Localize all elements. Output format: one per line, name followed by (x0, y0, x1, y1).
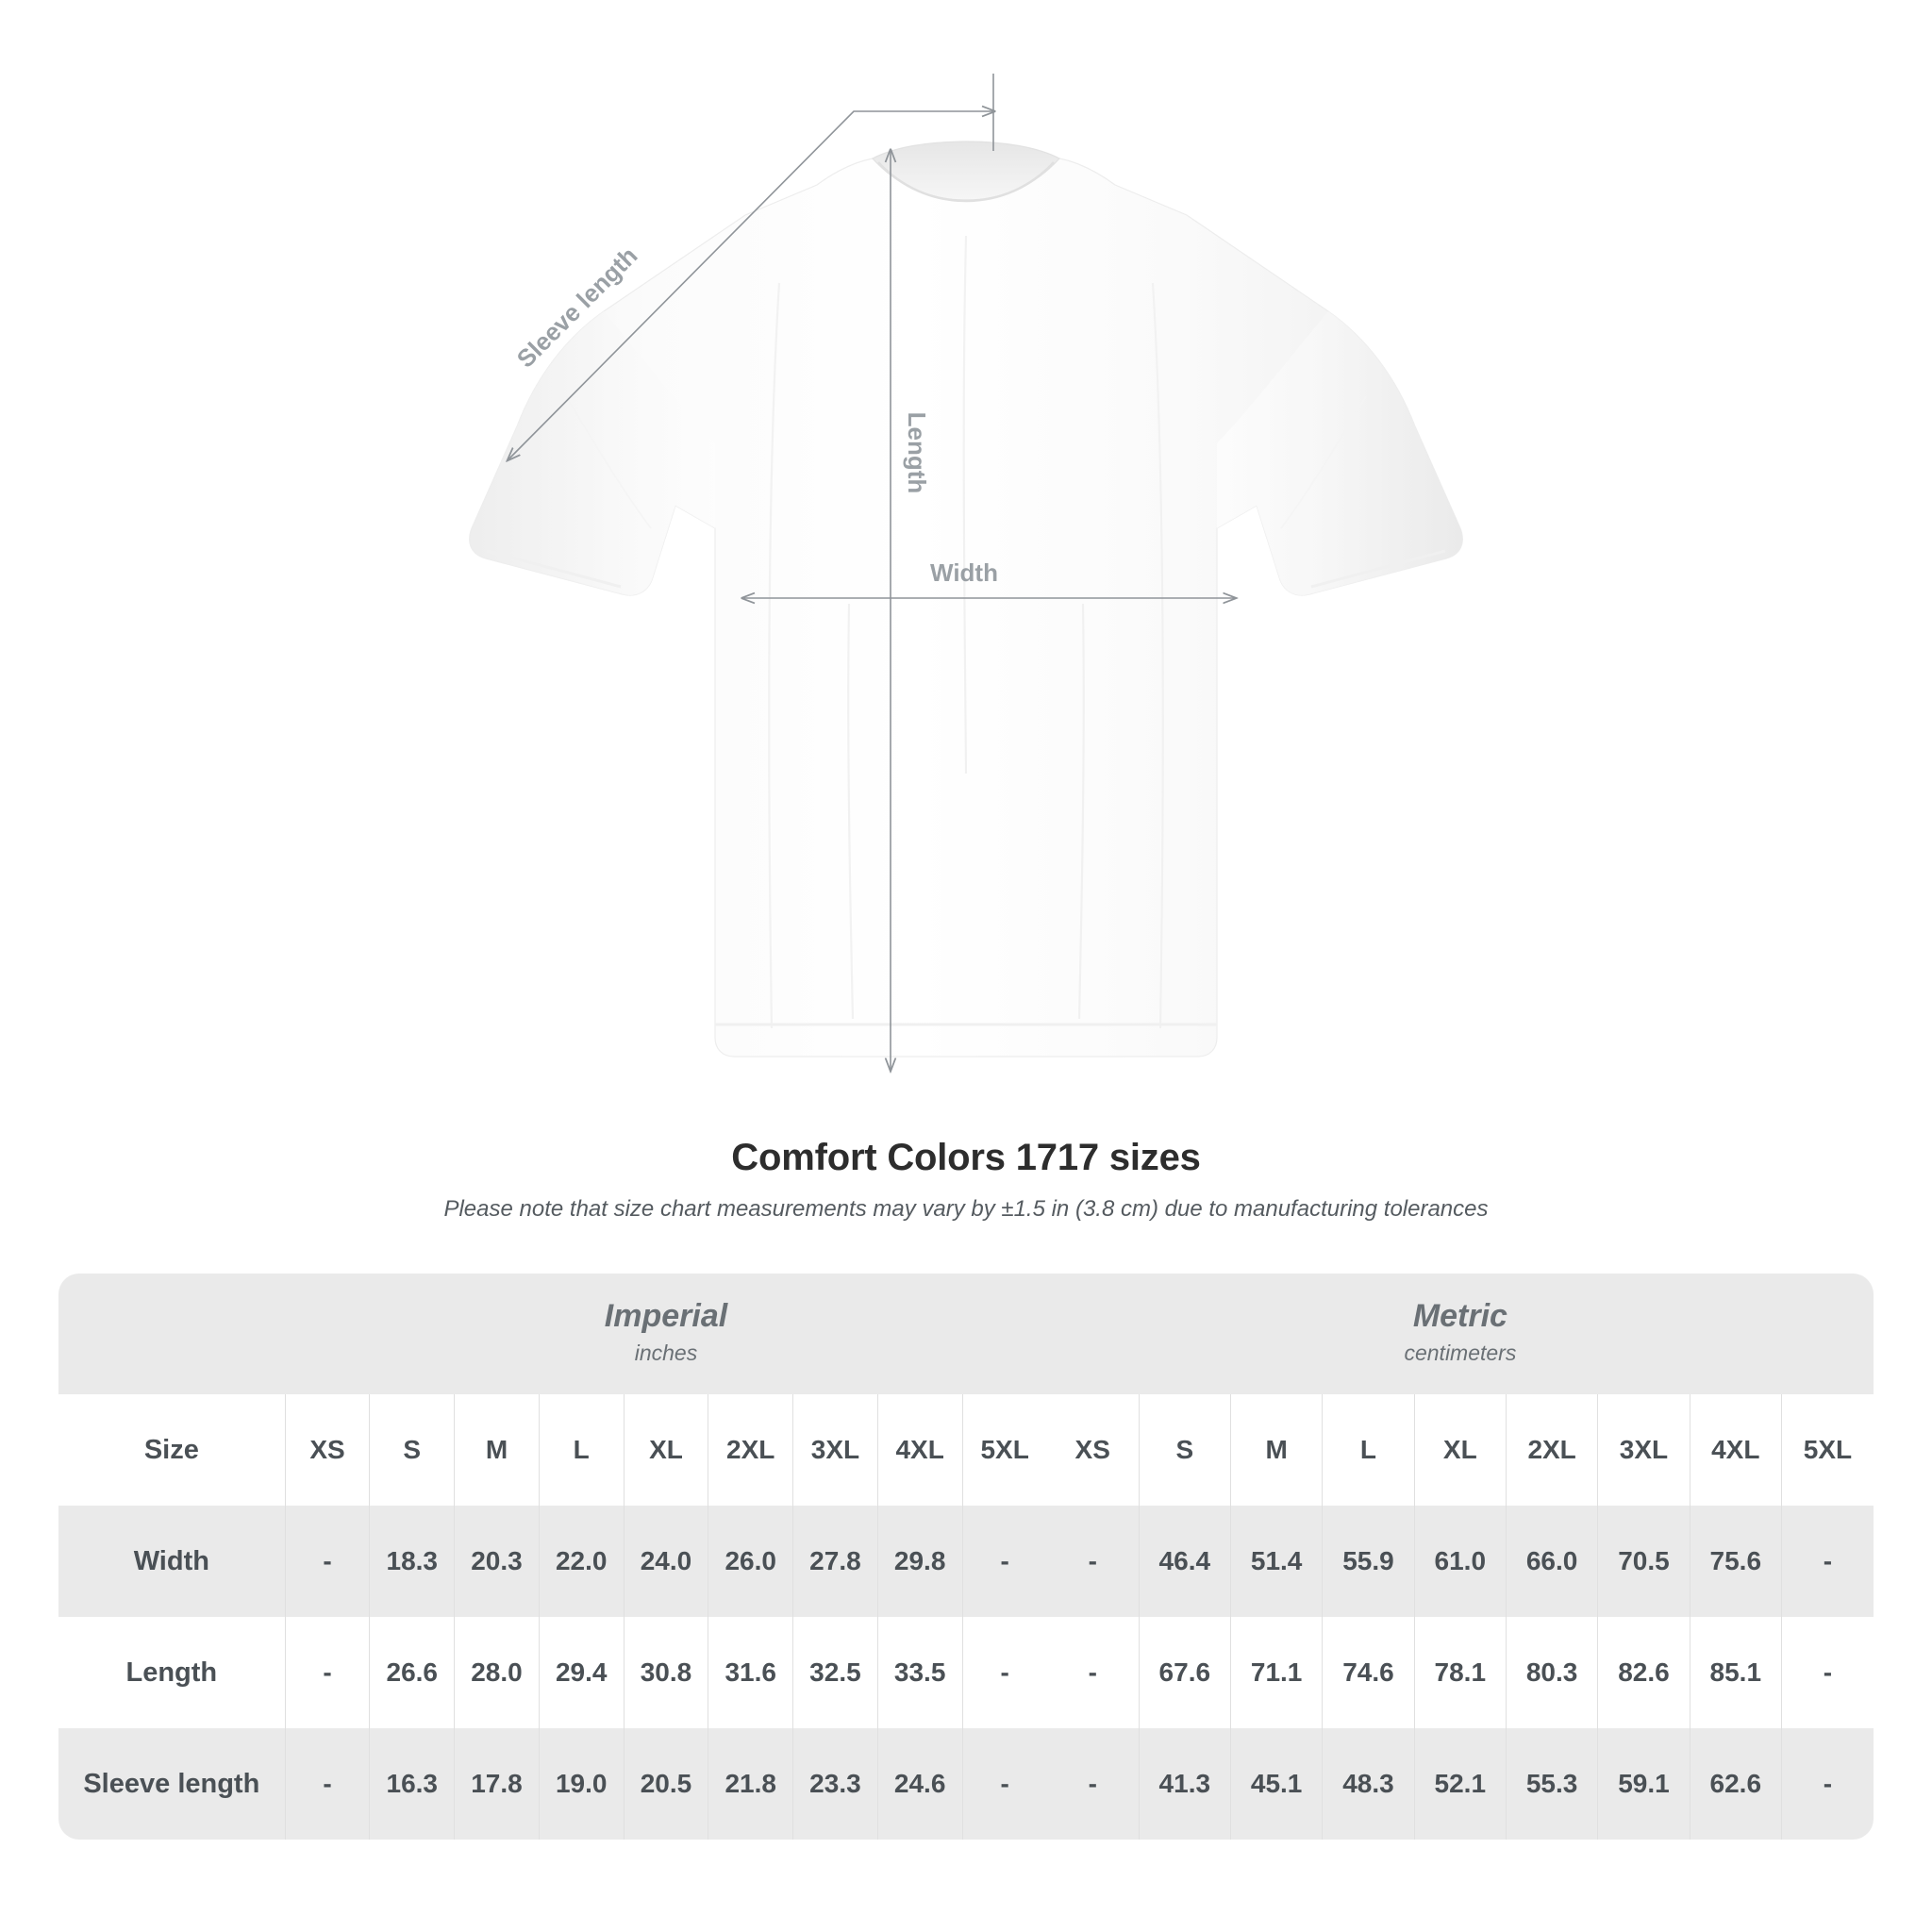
width-metric-4xl: 75.6 (1689, 1506, 1782, 1617)
size-header-imperial-4xl: 4XL (876, 1394, 963, 1506)
width-metric-s: 46.4 (1138, 1506, 1231, 1617)
size-header-imperial-s: S (369, 1394, 455, 1506)
length-metric-5xl: - (1780, 1617, 1874, 1728)
heading-block: Comfort Colors 1717 sizes Please note th… (0, 1137, 1932, 1223)
size-header-row: Size XS S M L XL 2XL 3XL 4XL 5XL XS S M … (58, 1394, 1874, 1506)
sleeve-imperial-xs: - (284, 1728, 370, 1840)
length-imperial-4xl: 33.5 (876, 1617, 963, 1728)
length-imperial-5xl: - (961, 1617, 1047, 1728)
sleeve-length-leader (508, 111, 993, 460)
width-metric-3xl: 70.5 (1597, 1506, 1690, 1617)
table-row-length: Length - 26.6 28.0 29.4 30.8 31.6 32.5 3… (58, 1617, 1874, 1728)
sleeve-metric-2xl: 55.3 (1505, 1728, 1598, 1840)
size-header-metric-m: M (1229, 1394, 1323, 1506)
sleeve-imperial-2xl: 21.8 (708, 1728, 793, 1840)
table-row-width: Width - 18.3 20.3 22.0 24.0 26.0 27.8 29… (58, 1506, 1874, 1617)
sleeve-imperial-3xl: 23.3 (792, 1728, 878, 1840)
width-metric-xs: - (1046, 1506, 1140, 1617)
table-row-sleeve-length: Sleeve length - 16.3 17.8 19.0 20.5 21.8… (58, 1728, 1874, 1840)
row-label-width: Width (58, 1506, 286, 1617)
length-metric-l: 74.6 (1322, 1617, 1415, 1728)
width-imperial-xs: - (284, 1506, 370, 1617)
size-header-metric-xs: XS (1046, 1394, 1140, 1506)
length-imperial-xl: 30.8 (623, 1617, 708, 1728)
row-label-length: Length (58, 1617, 286, 1728)
size-header-imperial-l: L (538, 1394, 625, 1506)
width-metric-xl: 61.0 (1413, 1506, 1507, 1617)
sleeve-metric-s: 41.3 (1138, 1728, 1231, 1840)
row-label-sleeve-length: Sleeve length (58, 1728, 286, 1840)
width-metric-5xl: - (1780, 1506, 1874, 1617)
sleeve-metric-xl: 52.1 (1413, 1728, 1507, 1840)
size-chart-table: Imperial inches Metric centimeters Size … (58, 1274, 1874, 1840)
sleeve-metric-m: 45.1 (1229, 1728, 1323, 1840)
length-metric-3xl: 82.6 (1597, 1617, 1690, 1728)
measurement-guides (508, 74, 1236, 1071)
unit-imperial-name: Imperial (604, 1298, 728, 1334)
sleeve-imperial-m: 17.8 (454, 1728, 540, 1840)
width-imperial-xl: 24.0 (623, 1506, 708, 1617)
size-header-imperial-xs: XS (284, 1394, 370, 1506)
sleeve-imperial-xl: 20.5 (623, 1728, 708, 1840)
sleeve-metric-xs: - (1046, 1728, 1140, 1840)
size-header-label: Size (58, 1394, 286, 1506)
width-metric-l: 55.9 (1322, 1506, 1415, 1617)
sleeve-metric-3xl: 59.1 (1597, 1728, 1690, 1840)
length-label: Length (903, 412, 931, 494)
size-header-metric-5xl: 5XL (1780, 1394, 1874, 1506)
unit-header-row: Imperial inches Metric centimeters (58, 1274, 1874, 1394)
length-metric-xl: 78.1 (1413, 1617, 1507, 1728)
size-chart-table-container: Imperial inches Metric centimeters Size … (58, 1274, 1874, 1840)
size-header-metric-xl: XL (1413, 1394, 1507, 1506)
length-imperial-2xl: 31.6 (708, 1617, 793, 1728)
page-title: Comfort Colors 1717 sizes (731, 1137, 1201, 1178)
size-header-metric-3xl: 3XL (1597, 1394, 1690, 1506)
width-imperial-3xl: 27.8 (792, 1506, 878, 1617)
size-header-imperial-2xl: 2XL (708, 1394, 793, 1506)
size-header-metric-4xl: 4XL (1689, 1394, 1782, 1506)
width-metric-2xl: 66.0 (1505, 1506, 1598, 1617)
tshirt-illustration: Sleeve length Length Width (469, 74, 1463, 1123)
tolerance-note: Please note that size chart measurements… (443, 1196, 1489, 1222)
sleeve-metric-4xl: 62.6 (1689, 1728, 1782, 1840)
sleeve-imperial-4xl: 24.6 (876, 1728, 963, 1840)
sleeve-imperial-l: 19.0 (538, 1728, 625, 1840)
length-metric-xs: - (1046, 1617, 1140, 1728)
size-header-metric-2xl: 2XL (1505, 1394, 1598, 1506)
size-header-metric-l: L (1322, 1394, 1415, 1506)
width-imperial-5xl: - (961, 1506, 1047, 1617)
size-header-metric-s: S (1138, 1394, 1231, 1506)
length-metric-4xl: 85.1 (1689, 1617, 1782, 1728)
unit-metric-sub: centimeters (1404, 1341, 1517, 1365)
sleeve-imperial-5xl: - (961, 1728, 1047, 1840)
unit-metric-name: Metric (1412, 1298, 1507, 1334)
width-metric-m: 51.4 (1229, 1506, 1323, 1617)
length-imperial-l: 29.4 (538, 1617, 625, 1728)
width-imperial-l: 22.0 (538, 1506, 625, 1617)
unit-spacer-cell (58, 1274, 286, 1394)
size-header-imperial-3xl: 3XL (792, 1394, 878, 1506)
length-metric-2xl: 80.3 (1505, 1617, 1598, 1728)
unit-metric-cell: Metric centimeters (1046, 1274, 1874, 1394)
size-header-imperial-m: M (454, 1394, 540, 1506)
width-imperial-4xl: 29.8 (876, 1506, 963, 1617)
length-imperial-3xl: 32.5 (792, 1617, 878, 1728)
length-imperial-xs: - (284, 1617, 370, 1728)
width-imperial-s: 18.3 (369, 1506, 455, 1617)
size-header-imperial-xl: XL (623, 1394, 708, 1506)
sleeve-metric-l: 48.3 (1322, 1728, 1415, 1840)
sleeve-metric-5xl: - (1780, 1728, 1874, 1840)
width-label: Width (930, 558, 998, 587)
unit-imperial-cell: Imperial inches (285, 1274, 1047, 1394)
length-imperial-s: 26.6 (369, 1617, 455, 1728)
sleeve-imperial-s: 16.3 (369, 1728, 455, 1840)
width-imperial-2xl: 26.0 (708, 1506, 793, 1617)
unit-imperial-sub: inches (634, 1341, 698, 1365)
length-metric-m: 71.1 (1229, 1617, 1323, 1728)
length-imperial-m: 28.0 (454, 1617, 540, 1728)
size-header-imperial-5xl: 5XL (961, 1394, 1047, 1506)
width-imperial-m: 20.3 (454, 1506, 540, 1617)
length-metric-s: 67.6 (1138, 1617, 1231, 1728)
